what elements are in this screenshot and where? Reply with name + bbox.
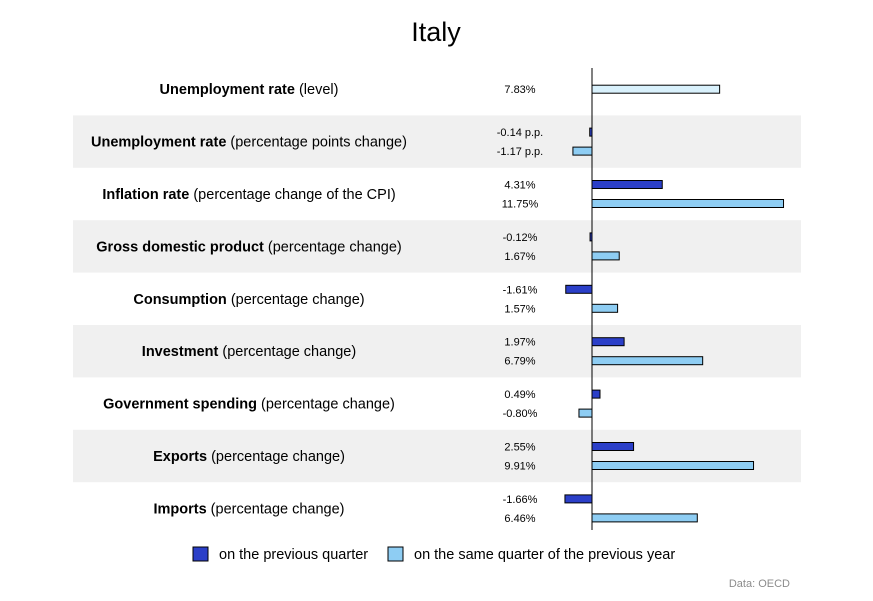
value-label-previous-quarter: 1.97% [504, 337, 535, 349]
bar-previous-year [572, 146, 593, 156]
bar-previous-year [591, 84, 721, 94]
value-label-previous-year: 7.83% [504, 84, 535, 96]
value-label-previous-quarter: -0.14 p.p. [497, 127, 543, 139]
value-label-previous-year: 9.91% [504, 461, 535, 473]
indicator-qualifier: (percentage points change) [226, 135, 407, 151]
bar-previous-quarter [564, 494, 593, 504]
value-label-previous-quarter: 2.55% [504, 442, 535, 454]
value-label-previous-year: -1.17 p.p. [497, 146, 543, 158]
indicator-qualifier: (percentage change) [227, 292, 365, 308]
indicator-qualifier: (percentage change) [207, 501, 345, 517]
bar-previous-year [591, 303, 619, 313]
chart-title: Italy [411, 17, 461, 47]
indicator-qualifier: (percentage change) [218, 344, 356, 360]
indicator-label: Consumption (percentage change) [133, 292, 364, 308]
bar-previous-year [578, 408, 593, 418]
row-band [73, 429, 801, 483]
legend-swatch-previous-year [387, 546, 404, 562]
indicator-qualifier: (percentage change) [257, 397, 395, 413]
legend-label-previous-year: on the same quarter of the previous year [414, 547, 675, 563]
row-band [73, 325, 801, 378]
indicator-qualifier: (percentage change) [207, 449, 345, 465]
indicator-name: Government spending [103, 397, 257, 413]
indicator-label: Exports (percentage change) [153, 449, 345, 465]
legend-label-previous-quarter: on the previous quarter [219, 547, 368, 563]
legend-swatch-previous-quarter [192, 546, 209, 562]
indicator-label: Imports (percentage change) [153, 501, 344, 517]
indicator-label: Unemployment rate (level) [160, 82, 339, 98]
value-label-previous-year: 11.75% [502, 199, 539, 211]
indicator-name: Unemployment rate [91, 135, 226, 151]
legend: on the previous quarter on the same quar… [192, 546, 675, 563]
bar-previous-quarter [591, 442, 635, 451]
indicator-name: Inflation rate [102, 187, 189, 203]
source-note: Data: OECD [729, 578, 790, 590]
value-label-previous-year: 6.46% [504, 513, 535, 525]
bar-previous-quarter [565, 284, 593, 294]
indicator-qualifier: (percentage change of the CPI) [189, 187, 395, 203]
value-label-previous-year: -0.80% [503, 408, 538, 420]
bar-previous-quarter [591, 337, 625, 347]
bar-previous-year [591, 356, 704, 366]
bar-previous-year [591, 199, 785, 208]
value-label-previous-quarter: 0.49% [504, 389, 535, 401]
value-label-previous-quarter: 4.31% [504, 180, 535, 192]
indicator-qualifier: (percentage change) [264, 239, 402, 255]
bar-previous-year [591, 251, 620, 261]
bar-previous-quarter [591, 180, 663, 189]
indicator-name: Imports [153, 501, 206, 517]
bar-previous-quarter [591, 389, 601, 399]
indicator-label: Investment (percentage change) [142, 344, 356, 360]
value-label-previous-quarter: -1.66% [503, 494, 538, 506]
row-band [73, 115, 801, 168]
value-label-previous-quarter: -1.61% [503, 284, 538, 296]
chart-rows: Unemployment rate (level) 7.83% Unemployme… [73, 82, 801, 525]
indicator-name: Investment [142, 344, 219, 360]
bar-previous-year [591, 513, 698, 523]
indicator-label: Gross domestic product (percentage chang… [96, 239, 401, 255]
indicator-name: Gross domestic product [96, 239, 264, 255]
indicator-qualifier: (level) [295, 82, 339, 98]
indicator-name: Unemployment rate [160, 82, 295, 98]
row-band [73, 220, 801, 273]
value-label-previous-year: 1.57% [504, 303, 535, 315]
indicator-label: Inflation rate (percentage change of the… [102, 187, 395, 203]
indicator-label: Unemployment rate (percentage points cha… [91, 135, 407, 151]
indicator-name: Consumption [133, 292, 226, 308]
indicator-name: Exports [153, 449, 207, 465]
value-label-previous-year: 6.79% [504, 356, 535, 368]
value-label-previous-quarter: -0.12% [503, 232, 538, 244]
bar-previous-year [591, 461, 755, 470]
indicator-label: Government spending (percentage change) [103, 397, 395, 413]
value-label-previous-year: 1.67% [504, 251, 535, 263]
